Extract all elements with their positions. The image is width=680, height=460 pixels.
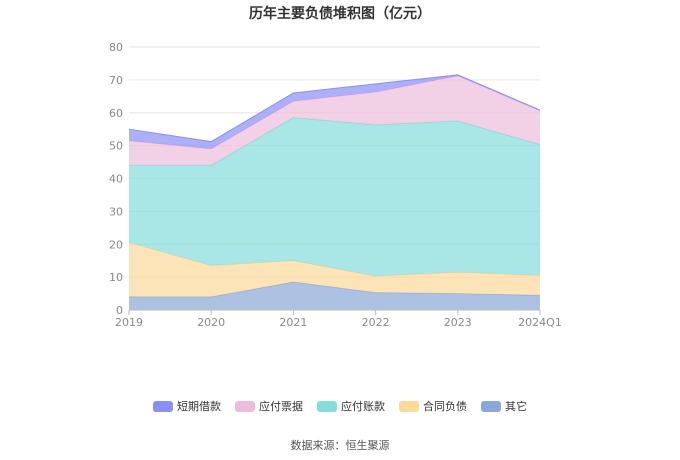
legend-swatch [235, 400, 255, 412]
legend-label: 合同负债 [423, 400, 467, 413]
legend-item[interactable]: 应付账款 [317, 398, 385, 414]
legend-swatch [399, 400, 419, 412]
legend-label: 其它 [505, 400, 527, 413]
legend-item[interactable]: 应付票据 [235, 398, 303, 414]
x-tick-label: 2023 [444, 316, 472, 329]
y-tick-label: 10 [109, 271, 123, 284]
y-tick-label: 20 [109, 238, 123, 251]
axes: 0 10 20 30 40 50 60 70 80 2019 2020 2021 2022 2023 202… [109, 41, 562, 329]
area-series-短期借款 [129, 74, 540, 149]
legend-label: 应付账款 [341, 400, 385, 413]
legend-label: 应付票据 [259, 400, 303, 413]
x-tick-label: 2022 [362, 316, 390, 329]
y-tick-label: 30 [109, 205, 123, 218]
area-series-应付账款 [129, 117, 540, 277]
data-source-note: 数据来源：恒生聚源 [290, 439, 390, 452]
x-tick-label: 2024Q1 [518, 316, 562, 329]
area-series-其它 [129, 282, 540, 310]
legend-item[interactable]: 其它 [481, 398, 527, 414]
y-tick-label: 40 [109, 173, 123, 186]
y-tick-label: 80 [109, 41, 123, 54]
legend-item[interactable]: 短期借款 [153, 398, 221, 414]
area-edge-短期借款 [128, 74, 541, 143]
x-tick-label: 2020 [197, 316, 225, 329]
legend-swatch [481, 400, 501, 412]
y-tick-label: 60 [109, 107, 123, 120]
legend-swatch [317, 400, 337, 412]
x-tick-label: 2019 [115, 316, 143, 329]
y-tick-label: 0 [116, 304, 123, 317]
y-tick-label: 50 [109, 140, 123, 153]
y-tick-label: 70 [109, 74, 123, 87]
area-series-合同负债 [129, 242, 540, 297]
legend-label: 短期借款 [177, 400, 221, 413]
x-tick-label: 2021 [279, 316, 307, 329]
chart-legend: 短期借款 应付票据 应付账款 合同负债 其它 [0, 398, 680, 414]
legend-item[interactable]: 合同负债 [399, 398, 467, 414]
area-series-应付票据 [129, 75, 540, 166]
area-series [128, 74, 541, 310]
chart-title: 历年主要负债堆积图（亿元） [249, 6, 431, 22]
legend-swatch [153, 400, 173, 412]
